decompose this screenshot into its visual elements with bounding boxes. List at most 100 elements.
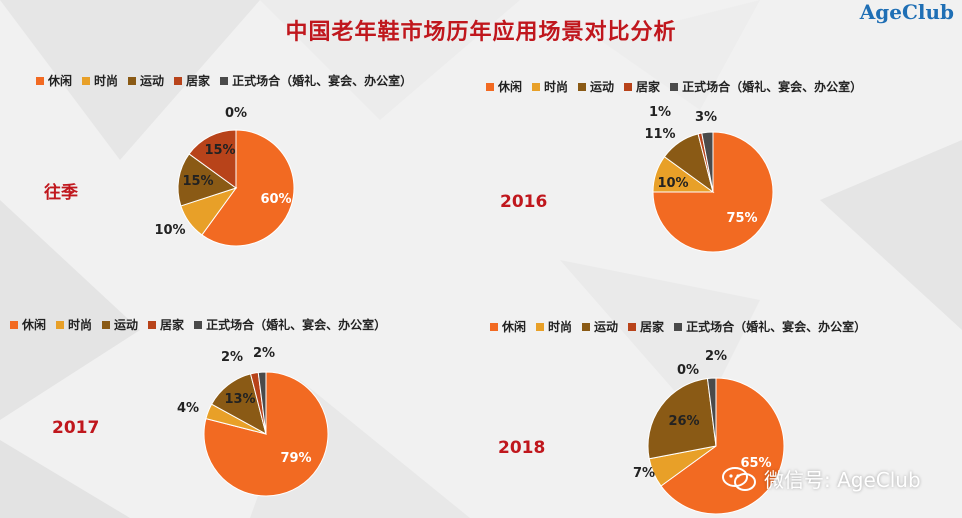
period-label-1: 往季 [44, 183, 78, 203]
wechat-watermark: 微信号: AgeClub [722, 464, 921, 493]
legend-swatch [532, 82, 541, 91]
legend-label: 休闲 [498, 80, 523, 94]
legend-label: 正式场合（婚礼、宴会、办公室） [686, 320, 867, 334]
legend-swatch [490, 322, 498, 331]
legend-swatch [582, 322, 591, 331]
legend-label: 休闲 [22, 318, 47, 332]
legend-item: 时尚 [536, 318, 572, 335]
data-label: 1% [649, 105, 671, 120]
brand-logo: AgeClub [859, 0, 954, 24]
data-label: 10% [154, 223, 185, 238]
legend-swatch [82, 76, 91, 85]
legend-item: 休闲 [10, 316, 46, 333]
data-label: 79% [280, 451, 311, 466]
data-label: 0% [677, 363, 699, 378]
pie-chart-1: 60% 10% 15% 15% 0% [154, 106, 295, 247]
legend-label: 正式场合（婚礼、宴会、办公室） [232, 74, 413, 88]
legend-label: 时尚 [548, 320, 573, 334]
legend-item: 正式场合（婚礼、宴会、办公室） [674, 318, 866, 335]
legend-label: 正式场合（婚礼、宴会、办公室） [206, 318, 387, 332]
pie-slice [188, 129, 237, 189]
legend-label: 运动 [140, 74, 165, 88]
legend-swatch [102, 320, 111, 329]
legend-4: 休闲 时尚 运动 居家 正式场合（婚礼、宴会、办公室） [490, 318, 866, 335]
data-label: 15% [204, 143, 235, 158]
legend-label: 运动 [590, 80, 615, 94]
pie-chart-3: 79% 4% 13% 2% 2% [177, 346, 329, 497]
data-label: 2% [221, 350, 243, 365]
wechat-icon [722, 466, 756, 491]
legend-item: 居家 [624, 78, 660, 95]
legend-swatch [674, 322, 683, 331]
legend-label: 居家 [640, 320, 665, 334]
legend-label: 运动 [594, 320, 619, 334]
legend-item: 正式场合（婚礼、宴会、办公室） [220, 72, 412, 89]
legend-item: 运动 [128, 72, 164, 89]
legend-swatch [10, 320, 18, 329]
watermark-text: 微信号: AgeClub [764, 468, 921, 492]
data-label: 60% [260, 192, 291, 207]
legend-label: 居家 [160, 318, 185, 332]
pie-slice [706, 377, 717, 447]
legend-swatch [624, 82, 633, 91]
legend-swatch [36, 76, 44, 85]
legend-swatch [56, 320, 65, 329]
legend-swatch [194, 320, 203, 329]
legend-swatch [670, 82, 679, 91]
pie-slice [201, 129, 295, 247]
data-label: 11% [644, 127, 675, 142]
pie-slice [652, 131, 774, 253]
data-label: 0% [225, 106, 247, 121]
data-label: 13% [224, 392, 255, 407]
legend-label: 休闲 [502, 320, 527, 334]
pie-chart-2: 75% 10% 11% 1% 3% [644, 105, 774, 253]
legend-item: 运动 [582, 318, 618, 335]
data-label: 2% [253, 346, 275, 361]
legend-label: 居家 [186, 74, 211, 88]
page-title: 中国老年鞋市场历年应用场景对比分析 [285, 20, 677, 45]
legend-item: 运动 [578, 78, 614, 95]
pie-slice [257, 371, 267, 435]
pie-slice [660, 377, 785, 515]
legend-label: 时尚 [544, 80, 569, 94]
data-label: 4% [177, 401, 199, 416]
legend-swatch [128, 76, 137, 85]
legend-item: 时尚 [532, 78, 568, 95]
data-label: 3% [695, 110, 717, 125]
legend-swatch [220, 76, 229, 85]
legend-label: 正式场合（婚礼、宴会、办公室） [682, 80, 863, 94]
legend-2: 休闲 时尚 运动 居家 正式场合（婚礼、宴会、办公室） [486, 78, 862, 95]
legend-item: 居家 [174, 72, 210, 89]
data-label: 2% [705, 349, 727, 364]
legend-label: 时尚 [94, 74, 119, 88]
legend-item: 休闲 [486, 78, 522, 95]
legend-item: 居家 [628, 318, 664, 335]
data-label: 15% [182, 174, 213, 189]
legend-item: 居家 [148, 316, 184, 333]
legend-item: 正式场合（婚礼、宴会、办公室） [670, 78, 862, 95]
data-label: 26% [668, 414, 699, 429]
period-label-4: 2018 [498, 438, 546, 458]
pie-slice [701, 131, 714, 193]
legend-swatch [536, 322, 545, 331]
pie-slice [177, 153, 238, 207]
data-label: 7% [633, 466, 655, 481]
legend-item: 运动 [102, 316, 138, 333]
legend-swatch [578, 82, 587, 91]
period-label-2: 2016 [500, 192, 548, 212]
pie-slice [647, 377, 717, 460]
legend-item: 正式场合（婚礼、宴会、办公室） [194, 316, 386, 333]
legend-item: 休闲 [36, 72, 72, 89]
legend-item: 时尚 [56, 316, 92, 333]
legend-item: 休闲 [490, 318, 526, 335]
period-label-3: 2017 [52, 418, 100, 438]
legend-swatch [174, 76, 183, 85]
data-label: 10% [657, 176, 688, 191]
legend-item: 时尚 [82, 72, 118, 89]
legend-3: 休闲 时尚 运动 居家 正式场合（婚礼、宴会、办公室） [10, 316, 386, 333]
legend-swatch [148, 320, 157, 329]
data-label: 75% [726, 211, 757, 226]
data-label: 65% [740, 456, 771, 471]
legend-swatch [486, 82, 494, 91]
legend-label: 运动 [114, 318, 139, 332]
